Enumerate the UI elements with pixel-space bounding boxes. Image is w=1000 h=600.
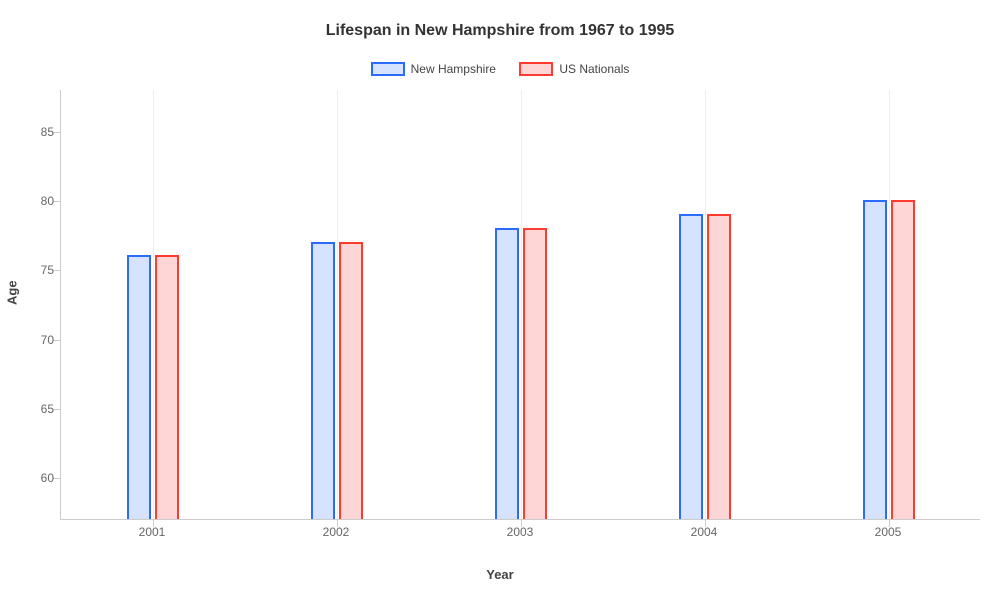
y-tick — [53, 201, 61, 202]
bar — [523, 228, 547, 519]
bar — [339, 242, 363, 519]
y-tick — [53, 409, 61, 410]
legend-item-new-hampshire: New Hampshire — [371, 62, 496, 76]
gridline — [153, 90, 154, 519]
bar — [155, 255, 179, 519]
x-tick-label: 2005 — [858, 525, 918, 539]
bar — [127, 255, 151, 519]
y-tick-label: 75 — [14, 263, 54, 277]
y-tick — [53, 340, 61, 341]
y-axis-label: Age — [5, 280, 20, 305]
plot-area — [60, 90, 980, 520]
bar — [311, 242, 335, 519]
legend-swatch — [371, 62, 405, 76]
legend: New Hampshire US Nationals — [0, 62, 1000, 79]
chart-title: Lifespan in New Hampshire from 1967 to 1… — [0, 22, 1000, 40]
bar — [707, 214, 731, 519]
gridline — [521, 90, 522, 519]
y-tick-label: 60 — [14, 471, 54, 485]
gridline — [337, 90, 338, 519]
chart-container: Lifespan in New Hampshire from 1967 to 1… — [0, 0, 1000, 600]
y-tick — [53, 132, 61, 133]
x-axis-label: Year — [0, 567, 1000, 582]
x-tick-label: 2003 — [490, 525, 550, 539]
x-tick-label: 2004 — [674, 525, 734, 539]
bar — [863, 200, 887, 519]
gridline — [889, 90, 890, 519]
legend-label: New Hampshire — [411, 62, 496, 76]
legend-label: US Nationals — [559, 62, 629, 76]
y-tick — [53, 270, 61, 271]
y-tick-label: 70 — [14, 333, 54, 347]
x-tick-label: 2001 — [122, 525, 182, 539]
bar — [891, 200, 915, 519]
legend-swatch — [519, 62, 553, 76]
x-tick-label: 2002 — [306, 525, 366, 539]
gridline — [705, 90, 706, 519]
y-tick-label: 65 — [14, 402, 54, 416]
bar — [495, 228, 519, 519]
y-tick-label: 80 — [14, 194, 54, 208]
legend-item-us-nationals: US Nationals — [519, 62, 629, 76]
y-tick-label: 85 — [14, 125, 54, 139]
bar — [679, 214, 703, 519]
y-tick — [53, 478, 61, 479]
